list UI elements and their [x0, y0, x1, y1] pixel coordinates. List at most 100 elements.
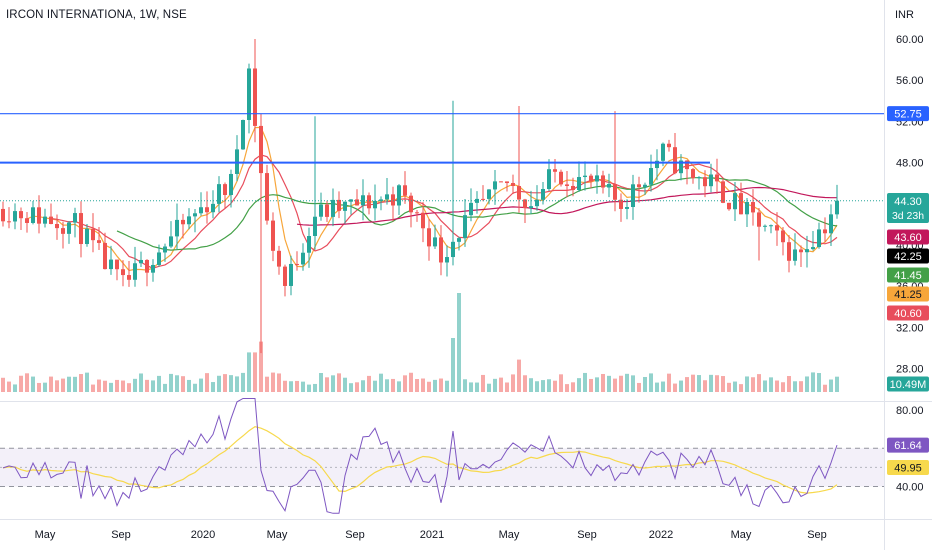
candle-body	[289, 263, 293, 286]
volume-bar	[127, 383, 131, 392]
candle-body	[277, 250, 281, 267]
candle-body	[709, 174, 713, 187]
volume-bar	[13, 384, 17, 392]
volume-bar	[571, 382, 575, 392]
volume-bar	[199, 378, 203, 392]
volume-bar	[97, 379, 101, 392]
candle-body	[157, 252, 161, 265]
volume-bar	[55, 380, 59, 392]
volume-bar	[265, 376, 269, 392]
volume-bar	[409, 372, 413, 392]
candle-body	[625, 206, 629, 209]
candle-body	[253, 68, 257, 126]
volume-bar	[643, 376, 647, 392]
volume-bar	[169, 373, 173, 392]
candle-body	[697, 177, 701, 179]
candle-body	[559, 171, 563, 185]
candle-body	[211, 203, 215, 213]
candle-body	[529, 206, 533, 209]
candle-body	[835, 200, 839, 215]
volume-bar	[709, 374, 713, 392]
volume-bar	[355, 382, 359, 392]
candle-body	[793, 249, 797, 261]
candle-body	[13, 211, 17, 222]
badge-ma-4: 41.25	[894, 289, 922, 301]
volume-bar	[787, 376, 791, 392]
volume-bar	[529, 378, 533, 392]
volume-bar	[553, 380, 557, 392]
volume-bar	[751, 377, 755, 392]
volume-bar	[673, 383, 677, 392]
candle-body	[685, 160, 689, 170]
badge-ma-4-bg	[887, 286, 929, 302]
badge-last-price: 44.30	[894, 196, 922, 208]
volume-bar	[253, 352, 257, 392]
volume-bar	[301, 381, 305, 392]
candle-body	[805, 249, 809, 253]
volume-bar	[775, 380, 779, 392]
candle-body	[109, 259, 113, 270]
candle-body	[739, 193, 743, 215]
volume-bar	[805, 376, 809, 392]
volume-bar	[235, 376, 239, 392]
candle-body	[523, 199, 527, 209]
volume-bar	[823, 384, 827, 392]
candle-body	[283, 266, 287, 286]
volume-bar	[289, 381, 293, 392]
volume-bar	[271, 372, 275, 392]
volume-bar	[667, 373, 671, 392]
candle-body	[331, 199, 335, 217]
volume-bar	[565, 384, 569, 392]
candles	[1, 39, 839, 354]
volume-bar	[133, 378, 137, 392]
time-tick-label: 2022	[649, 529, 673, 541]
volume-bar	[277, 373, 281, 392]
volume-bar	[661, 381, 665, 392]
candle-body	[787, 242, 791, 261]
volume-bar	[625, 373, 629, 392]
volume-bar	[115, 379, 119, 392]
moving-average-line	[50, 154, 838, 269]
volume-bar	[217, 375, 221, 392]
candle-body	[385, 194, 389, 200]
candle-body	[415, 212, 419, 214]
volume-bar	[103, 380, 107, 392]
candle-body	[301, 252, 305, 265]
candle-body	[25, 218, 29, 223]
volume-bar	[181, 376, 185, 392]
volume-bar	[523, 375, 527, 392]
candle-body	[649, 168, 653, 185]
volume-bar	[475, 382, 479, 392]
price-tick-label: 48.00	[896, 158, 924, 170]
candle-body	[97, 240, 101, 243]
candle-body	[175, 219, 179, 237]
candle-body	[139, 259, 143, 264]
candle-body	[373, 200, 377, 209]
candle-body	[547, 169, 551, 189]
volume-bar	[37, 382, 41, 392]
volume-bar	[379, 373, 383, 392]
volume-bar	[31, 376, 35, 392]
volume-bar	[637, 382, 641, 392]
candle-body	[763, 225, 767, 227]
volume-bar	[367, 375, 371, 392]
candle-body	[721, 181, 725, 203]
badge-hline-upper-bg	[887, 106, 929, 122]
volume-bar	[343, 377, 347, 392]
time-tick-label: May	[267, 529, 288, 541]
candle-body	[541, 188, 545, 200]
badge-ma-3: 41.45	[894, 270, 922, 282]
volume-bar	[283, 380, 287, 392]
volume-bar	[691, 374, 695, 392]
candle-body	[511, 183, 515, 187]
candle-body	[667, 143, 671, 148]
candle-body	[583, 175, 587, 178]
candle-body	[601, 175, 605, 188]
candle-body	[517, 186, 521, 200]
candle-body	[505, 181, 509, 184]
volume-bar	[91, 384, 95, 392]
volume-bar	[415, 379, 419, 392]
time-tick-label: May	[499, 529, 520, 541]
badge-ma-5: 40.60	[894, 308, 922, 320]
